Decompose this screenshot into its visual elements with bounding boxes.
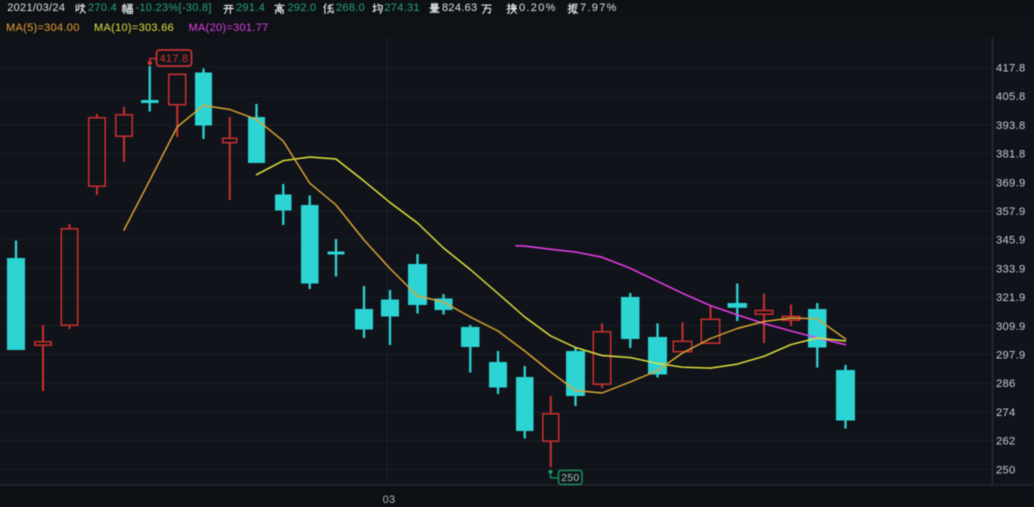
svg-text:381.8: 381.8 — [996, 149, 1026, 161]
svg-text:393.8: 393.8 — [996, 120, 1026, 132]
svg-text:03: 03 — [383, 494, 396, 506]
svg-text:297.9: 297.9 — [996, 350, 1026, 362]
svg-text:274: 274 — [996, 407, 1016, 419]
svg-text:333.9: 333.9 — [996, 263, 1026, 275]
svg-text:309.9: 309.9 — [996, 321, 1026, 333]
svg-text:405.8: 405.8 — [996, 91, 1026, 103]
svg-text:250: 250 — [996, 464, 1016, 476]
svg-text:286: 286 — [996, 378, 1016, 390]
svg-text:250: 250 — [561, 472, 579, 484]
svg-text:417.8: 417.8 — [159, 53, 188, 65]
svg-text:369.9: 369.9 — [996, 177, 1026, 189]
svg-text:345.9: 345.9 — [996, 235, 1026, 247]
svg-text:262: 262 — [996, 436, 1016, 448]
svg-text:417.8: 417.8 — [996, 63, 1026, 75]
svg-text:357.9: 357.9 — [996, 206, 1026, 218]
svg-text:321.9: 321.9 — [996, 292, 1026, 304]
